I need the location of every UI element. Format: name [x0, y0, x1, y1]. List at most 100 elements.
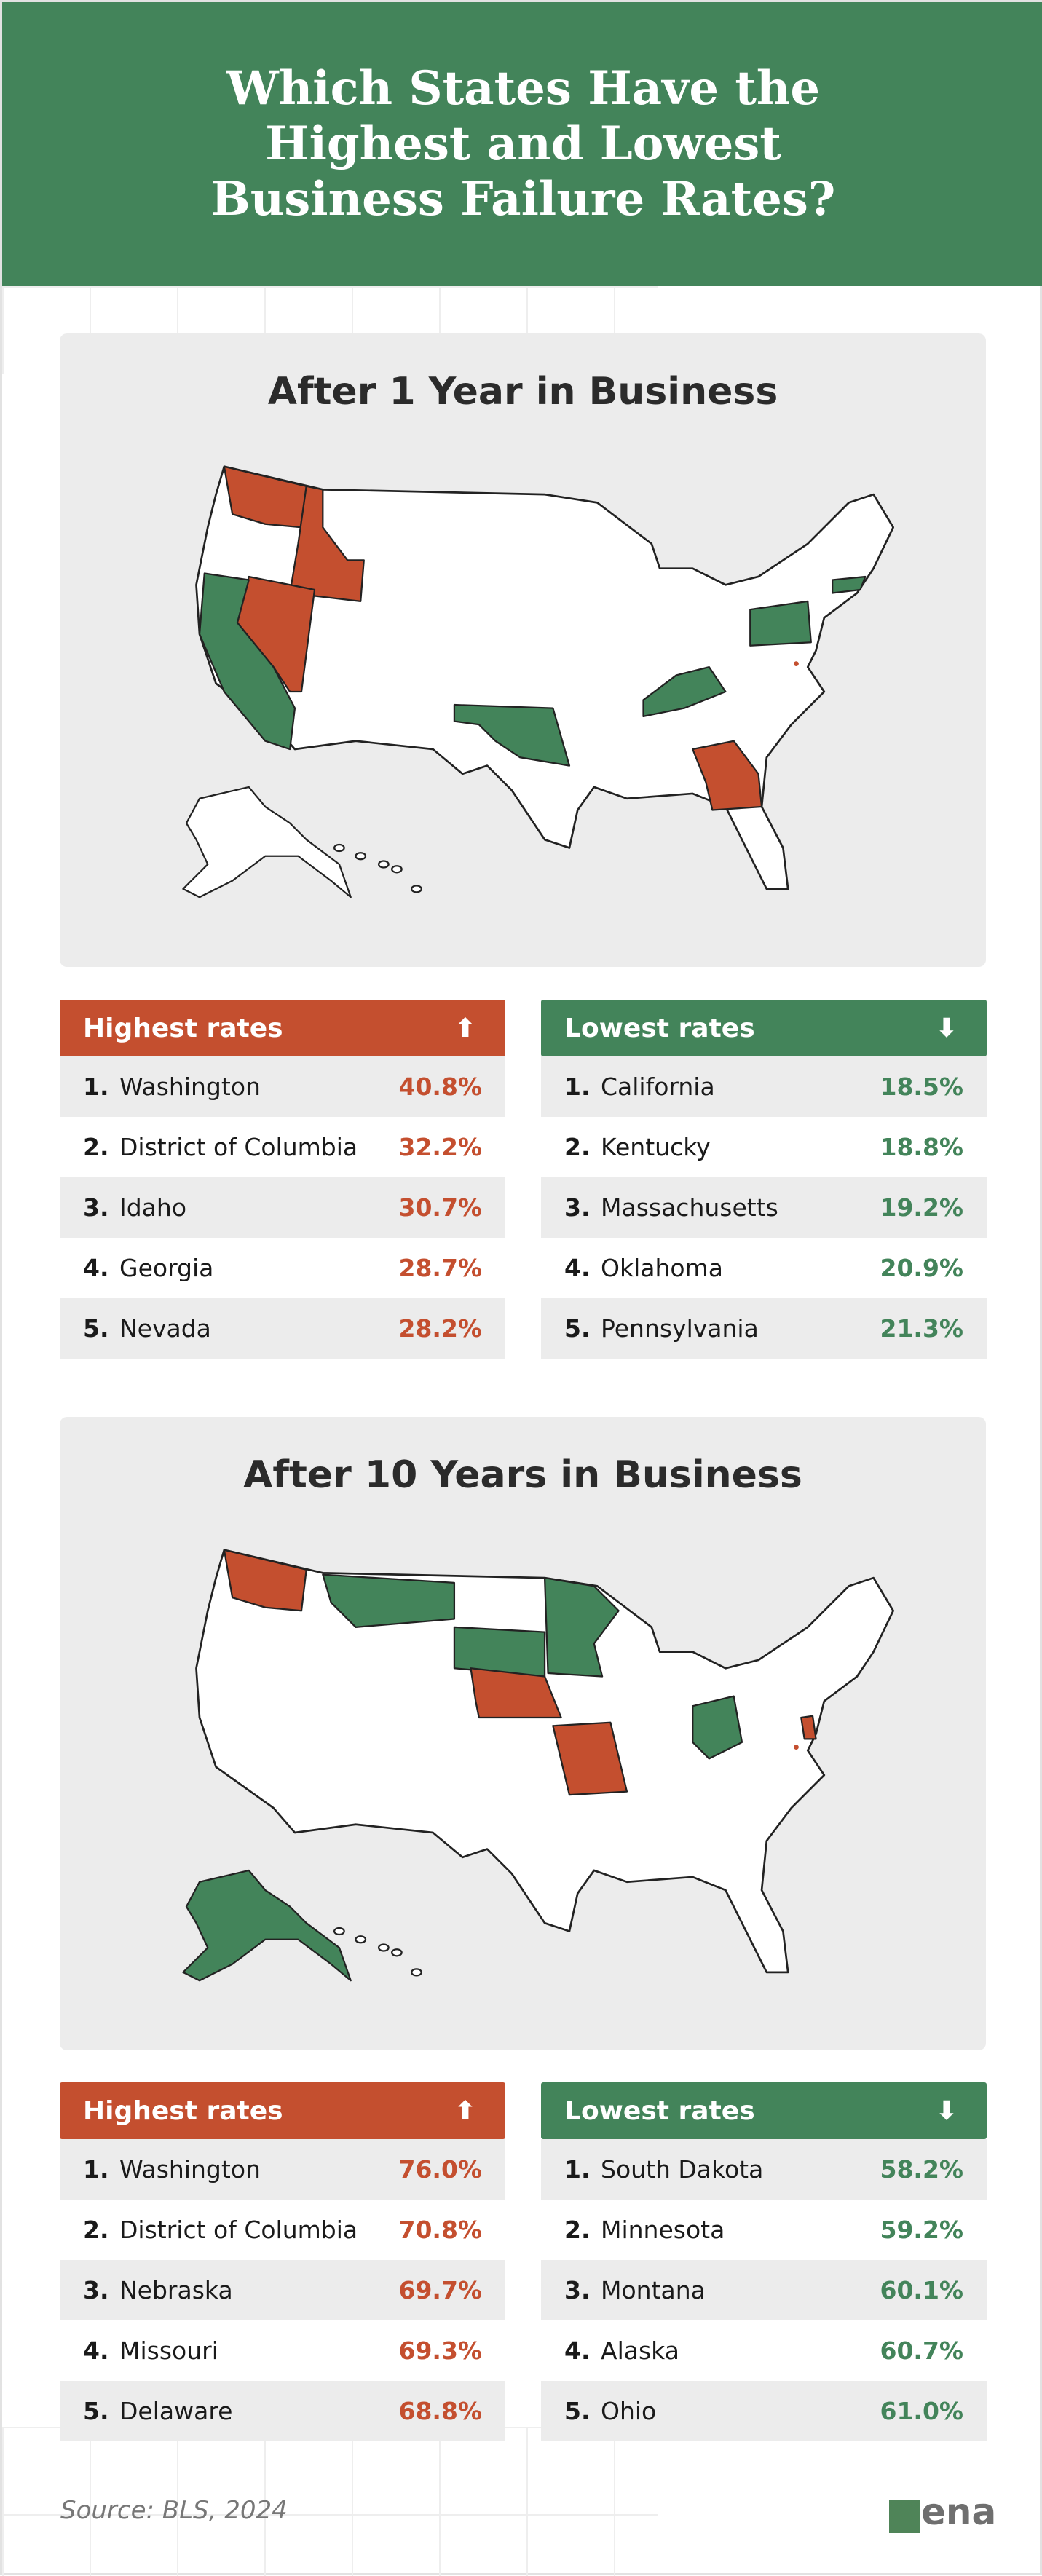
table-row: 5. Pennsylvania 21.3% [541, 1298, 987, 1359]
rate-value: 18.5% [880, 1072, 964, 1101]
rank: 5. [83, 1314, 109, 1343]
state-missouri [552, 1721, 628, 1796]
arrow-down-icon: ⬇ [935, 1013, 958, 1043]
rank: 1. [564, 1072, 591, 1101]
state-california [198, 572, 296, 751]
state-washington [223, 465, 307, 529]
section-title: After 1 Year in Business [267, 370, 778, 414]
map-panel-1-year: After 1 Year in Business [60, 333, 986, 967]
table-row: 4. Georgia 28.7% [60, 1238, 505, 1298]
arrow-down-icon: ⬇ [935, 2095, 958, 2126]
table-row: 1. South Dakota 58.2% [541, 2139, 987, 2200]
rank: 3. [83, 2276, 109, 2304]
table-header-label: Highest rates [83, 1013, 283, 1043]
table-header: Lowest rates ⬇ [541, 1000, 987, 1056]
state-name: Georgia [119, 1254, 214, 1282]
rank: 3. [564, 2276, 591, 2304]
state-name: Washington [119, 2155, 261, 2184]
state-alaska [182, 1869, 352, 1982]
table-row: 4. Alaska 60.7% [541, 2320, 987, 2381]
rank: 1. [83, 1072, 109, 1101]
state-idaho [289, 485, 365, 602]
rate-value: 70.8% [398, 2216, 483, 2244]
state-name: Washington [119, 1072, 261, 1101]
rank: 5. [564, 1314, 591, 1343]
state-name: Montana [601, 2276, 706, 2304]
state-georgia [692, 740, 763, 811]
state-washington [223, 1549, 307, 1612]
table-header-label: Lowest rates [564, 1013, 755, 1043]
page-title: Which States Have the Highest and Lowest… [210, 61, 836, 226]
state-name: Alaska [601, 2336, 679, 2365]
lowest-rates-table: Lowest rates ⬇ 1. South Dakota 58.2% 2. Minnes… [541, 2082, 987, 2441]
rate-value: 18.8% [880, 1133, 964, 1161]
state-hawaii [391, 1948, 403, 1957]
rate-value: 69.3% [398, 2336, 483, 2365]
state-name: Pennsylvania [601, 1314, 759, 1343]
table-row: 3. Idaho 30.7% [60, 1177, 505, 1238]
state-massachusetts [831, 575, 867, 594]
rate-value: 60.7% [880, 2336, 964, 2365]
state-hawaii [411, 885, 422, 893]
rate-value: 21.3% [880, 1314, 964, 1343]
state-name: Kentucky [601, 1133, 711, 1161]
rank: 2. [83, 1133, 109, 1161]
state-name: Nevada [119, 1314, 211, 1343]
rate-value: 32.2% [398, 1133, 483, 1161]
state-name: Massachusetts [601, 1193, 778, 1222]
rank: 2. [564, 1133, 591, 1161]
state-name: Missouri [119, 2336, 218, 2365]
table-row: 2. District of Columbia 32.2% [60, 1117, 505, 1177]
vena-logo: ena [889, 2491, 996, 2533]
table-row: 1. Washington 40.8% [60, 1056, 505, 1117]
state-ohio [692, 1695, 743, 1760]
rate-value: 60.1% [880, 2276, 964, 2304]
table-row: 5. Ohio 61.0% [541, 2381, 987, 2441]
state-hawaii [377, 1943, 390, 1952]
table-row: 2. Minnesota 59.2% [541, 2200, 987, 2260]
rank: 4. [83, 2336, 109, 2365]
table-row: 2. District of Columbia 70.8% [60, 2200, 505, 2260]
state-hawaii [355, 852, 367, 861]
rate-value: 20.9% [880, 1254, 964, 1282]
rate-value: 68.8% [398, 2397, 483, 2425]
rank: 4. [564, 1254, 591, 1282]
state-name: Nebraska [119, 2276, 233, 2304]
state-name: Ohio [601, 2397, 657, 2425]
table-row: 2. Kentucky 18.8% [541, 1117, 987, 1177]
rank: 3. [564, 1193, 591, 1222]
source-note: Source: BLS, 2024 [60, 2496, 288, 2525]
table-header: Highest rates ⬆ [60, 1000, 505, 1056]
state-delaware [800, 1715, 817, 1740]
rank: 5. [564, 2397, 591, 2425]
state-hawaii [333, 1927, 345, 1936]
state-name: California [601, 1072, 715, 1101]
state-south-dakota [453, 1626, 546, 1678]
state-pennsylvania [749, 600, 812, 647]
rate-value: 40.8% [398, 1072, 483, 1101]
header: Which States Have the Highest and Lowest… [2, 2, 1042, 286]
arrow-up-icon: ⬆ [454, 1013, 476, 1043]
state-hawaii [391, 865, 403, 874]
table-row: 3. Montana 60.1% [541, 2260, 987, 2320]
lowest-rates-table: Lowest rates ⬇ 1. California 18.5% 2. Kentucky… [541, 1000, 987, 1359]
table-row: 4. Oklahoma 20.9% [541, 1238, 987, 1298]
table-row: 1. California 18.5% [541, 1056, 987, 1117]
logo-mark-icon [889, 2500, 920, 2533]
table-row: 3. Massachusetts 19.2% [541, 1177, 987, 1238]
state-montana [322, 1573, 456, 1628]
state-oklahoma [453, 703, 571, 767]
table-row: 1. Washington 76.0% [60, 2139, 505, 2200]
rate-value: 61.0% [880, 2397, 964, 2425]
rank: 5. [83, 2397, 109, 2425]
table-row: 5. Nevada 28.2% [60, 1298, 505, 1359]
state-name: South Dakota [601, 2155, 764, 2184]
highest-rates-table: Highest rates ⬆ 1. Washington 76.0% 2. Distric… [60, 2082, 505, 2441]
rate-value: 30.7% [398, 1193, 483, 1222]
state-district-of-columbia [794, 1745, 799, 1750]
rank: 2. [564, 2216, 591, 2244]
section-title: After 10 Years in Business [243, 1453, 802, 1497]
state-minnesota [543, 1576, 620, 1678]
rank: 3. [83, 1193, 109, 1222]
rank: 4. [564, 2336, 591, 2365]
